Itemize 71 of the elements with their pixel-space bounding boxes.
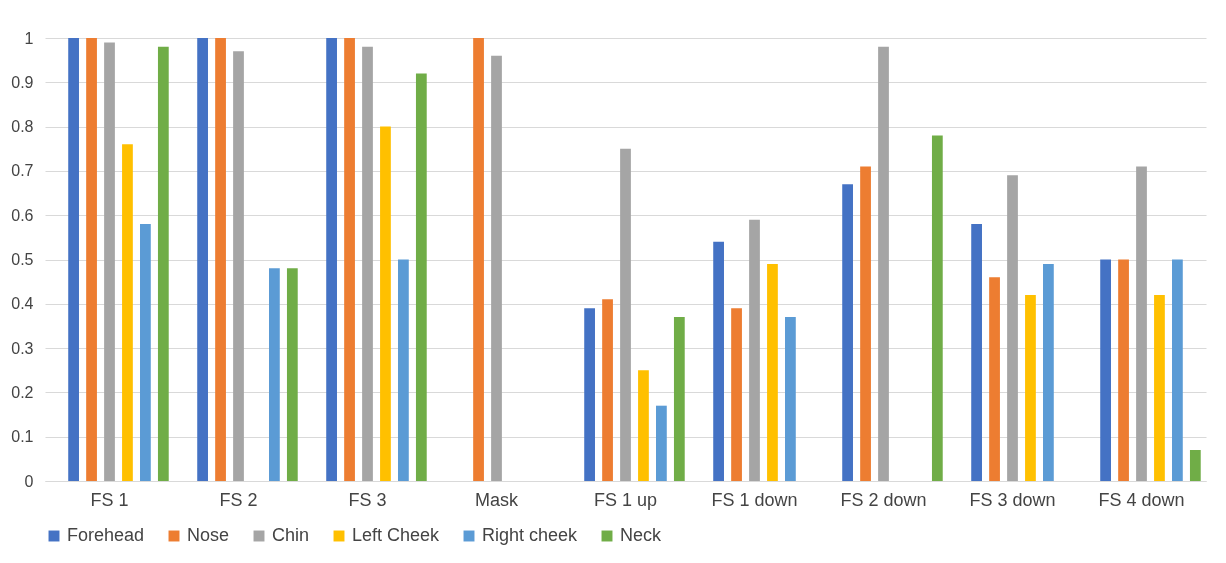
y-tick-label: 0.1 [11, 428, 34, 446]
legend-label: Forehead [67, 525, 145, 545]
y-tick-label: 0.8 [11, 118, 34, 136]
bar [1100, 259, 1111, 481]
bar [860, 166, 871, 481]
bar [620, 148, 631, 481]
bar [1189, 449, 1201, 481]
bar [286, 268, 298, 481]
y-tick-label: 0.2 [11, 383, 34, 401]
legend-label: Neck [620, 525, 663, 545]
bar [104, 42, 115, 481]
bar [473, 38, 484, 481]
y-tick-label: 0 [24, 472, 34, 490]
bar [1154, 294, 1165, 481]
bar [602, 299, 613, 481]
bar [344, 38, 355, 481]
y-tick-label: 0.9 [11, 73, 34, 91]
bar [398, 259, 409, 481]
bar [931, 135, 943, 481]
bar [731, 308, 742, 481]
bar [269, 268, 280, 481]
legend-label: Right cheek [482, 525, 579, 545]
bar [1043, 263, 1054, 481]
bar [215, 38, 226, 481]
bar [157, 46, 169, 481]
y-tick-label: 0.4 [11, 295, 34, 313]
y-tick-label: 0.3 [11, 339, 34, 357]
legend-label: Left Cheek [352, 525, 441, 545]
bar [122, 144, 133, 481]
bar [749, 219, 760, 481]
x-tick-label: FS 1 down [711, 489, 798, 510]
x-tick-label: FS 1 up [593, 489, 658, 510]
x-tick-label: FS 2 [219, 489, 258, 510]
bar [86, 38, 97, 481]
bar [415, 73, 427, 481]
bar [362, 46, 373, 481]
bar [68, 38, 79, 481]
bar [713, 241, 724, 481]
legend-label: Nose [187, 525, 230, 545]
bar [380, 126, 391, 481]
bar [1172, 259, 1183, 481]
bar [326, 38, 337, 481]
x-tick-label: FS 1 [90, 489, 129, 510]
y-tick-label: 0.6 [11, 206, 34, 224]
bar [767, 263, 778, 481]
bar [785, 317, 796, 481]
bar [673, 317, 685, 481]
bar [1136, 166, 1147, 481]
bar [197, 38, 208, 481]
bar [584, 308, 595, 481]
bar [842, 184, 853, 481]
bar [1118, 259, 1129, 481]
bar [656, 405, 667, 481]
x-tick-label: FS 3 [348, 489, 387, 510]
bar [638, 370, 649, 481]
y-tick-label: 0.5 [11, 251, 34, 268]
y-tick-label: 0.7 [11, 162, 34, 180]
bar [989, 277, 1000, 481]
bar [233, 51, 244, 481]
bar [1007, 175, 1018, 481]
legend-label: Chin [272, 525, 310, 545]
bar [971, 224, 982, 481]
x-tick-label: Mask [474, 489, 519, 510]
bar [491, 55, 502, 481]
bar [1025, 294, 1036, 481]
x-tick-label: FS 3 down [969, 489, 1056, 510]
y-tick-label: 1 [24, 29, 34, 47]
bar [140, 224, 151, 481]
x-tick-label: FS 2 down [840, 489, 927, 510]
x-tick-label: FS 4 down [1098, 489, 1185, 510]
bar [878, 46, 889, 481]
